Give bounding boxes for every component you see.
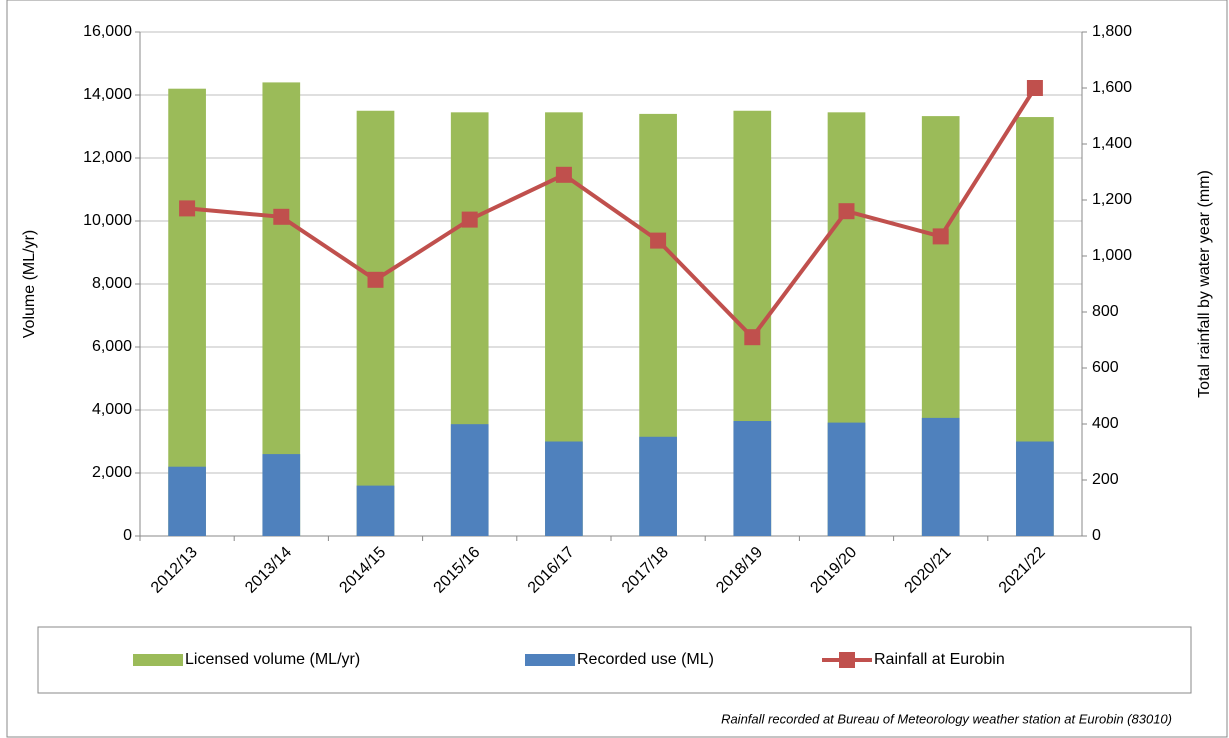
y-tick-label: 2,000 (92, 464, 132, 481)
y-axis-label: Volume (ML/yr) (21, 230, 38, 338)
y2-axis-label: Total rainfall by water year (mm) (1196, 170, 1213, 398)
y-tick-label: 14,000 (83, 86, 132, 103)
line-marker (1026, 80, 1043, 96)
y2-tick-label: 1,200 (1092, 191, 1132, 208)
frame (6, 0, 1228, 738)
y2-tick-label: 1,000 (1092, 247, 1132, 264)
bar (1016, 441, 1054, 536)
bar (921, 417, 960, 536)
line-marker (179, 200, 196, 217)
bar (733, 421, 772, 536)
y-tick-label: 10,000 (83, 212, 132, 229)
bar (356, 110, 395, 536)
y-tick-label: 8,000 (92, 275, 132, 292)
line-marker (650, 232, 667, 249)
x-tick-label: 2013/14 (242, 544, 295, 597)
y2-tick-label: 0 (1092, 527, 1101, 544)
y2-tick-label: 600 (1092, 359, 1119, 376)
x-tick-label: 2019/20 (807, 544, 860, 597)
note: Rainfall recorded at Bureau of Meteorolo… (721, 711, 1172, 726)
line-marker (461, 211, 478, 228)
y-tick-label: 6,000 (92, 338, 132, 355)
legend-box (37, 626, 1192, 694)
x-tick-label: 2012/13 (148, 544, 201, 597)
bar (545, 441, 583, 536)
bar (262, 454, 301, 536)
legend-label: Licensed volume (ML/yr) (185, 651, 360, 668)
x-tick-label: 2017/18 (619, 544, 672, 597)
bar (639, 436, 677, 536)
y2-tick-label: 200 (1092, 471, 1119, 488)
legend-swatch (133, 654, 183, 666)
y-tick-label: 4,000 (92, 401, 132, 418)
legend-label: Recorded use (ML) (577, 651, 714, 668)
y-tick-label: 0 (123, 527, 132, 544)
line-marker (367, 271, 384, 288)
x-tick-label: 2016/17 (525, 544, 578, 597)
line-marker (932, 228, 949, 245)
x-tick-label: 2015/16 (431, 544, 484, 597)
line (186, 86, 1037, 341)
line-marker (744, 329, 761, 346)
x-tick-label: 2021/22 (996, 544, 1049, 597)
x-tick-label: 2014/15 (336, 544, 389, 597)
y2-tick-label: 400 (1092, 415, 1119, 432)
line-marker (838, 203, 855, 220)
y2-tick-label: 1,600 (1092, 79, 1132, 96)
x-tick-label: 2020/21 (902, 544, 955, 597)
y2-tick-label: 1,400 (1092, 135, 1132, 152)
legend-swatch (839, 652, 855, 668)
y2-tick-label: 800 (1092, 303, 1119, 320)
x-tick-label: 2018/19 (713, 544, 766, 597)
bar (827, 422, 866, 536)
y-tick-label: 16,000 (83, 23, 132, 40)
y-tick-label: 12,000 (83, 149, 132, 166)
legend-label: Rainfall at Eurobin (874, 651, 1005, 668)
legend-swatch (525, 654, 575, 666)
y2-tick-label: 1,800 (1092, 23, 1132, 40)
bar (168, 88, 206, 536)
line-marker (555, 166, 572, 183)
bar (168, 466, 206, 536)
bar (356, 485, 395, 536)
line-marker (273, 208, 290, 225)
bar (450, 424, 489, 536)
